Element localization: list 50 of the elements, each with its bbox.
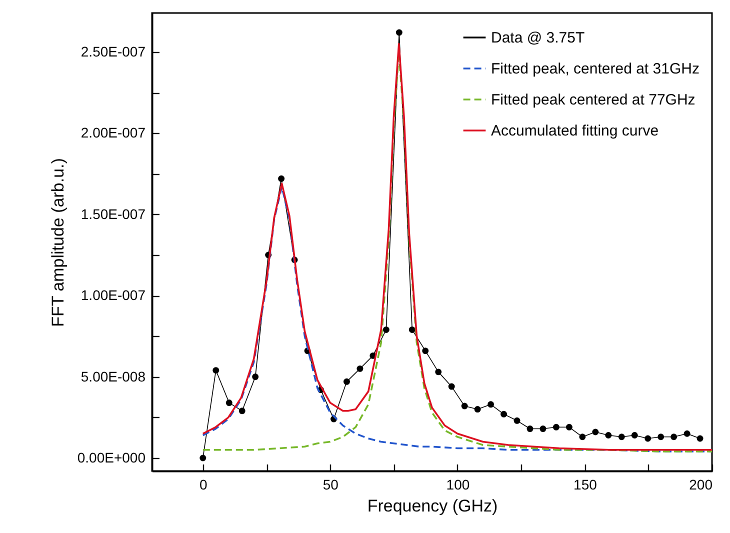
point [238, 408, 246, 414]
point [540, 426, 546, 432]
y-axis-title: FFT amplitude (arb.u.) [48, 158, 68, 327]
point [408, 326, 416, 333]
point [500, 410, 508, 418]
point [356, 365, 364, 372]
point [488, 401, 494, 408]
x-tick-label: 200 [689, 476, 713, 492]
point [226, 400, 232, 406]
point [552, 424, 560, 430]
point [474, 406, 481, 413]
point [448, 383, 455, 390]
point [566, 424, 572, 430]
point [684, 430, 690, 437]
point [514, 417, 520, 424]
legend-label: Fitted peak centered at 77GHz [491, 92, 696, 108]
y-tick-label: 2.00E-007 [80, 124, 146, 141]
x-tick-label: 100 [446, 476, 470, 492]
point [618, 434, 625, 440]
point [343, 378, 350, 385]
point [278, 175, 285, 182]
point [605, 432, 612, 439]
point [658, 434, 664, 440]
point [461, 402, 468, 410]
point [579, 434, 586, 440]
legend-label: Fitted peak, centered at 31GHz [491, 60, 700, 78]
x-tick-label: 150 [574, 476, 598, 492]
point [382, 326, 390, 333]
y-tick-label: 1.50E-007 [80, 206, 146, 222]
y-tick-label: 0.00E+000 [77, 450, 146, 466]
point [696, 435, 704, 442]
point [644, 435, 652, 442]
x-tick-label: 0 [200, 476, 208, 492]
point [435, 368, 442, 376]
point [396, 29, 402, 36]
y-tick-label: 2.50E-007 [80, 43, 146, 60]
point [670, 434, 678, 440]
legend-label: Data @ 3.75T [491, 30, 585, 46]
y-tick-label: 5.00E-008 [80, 368, 146, 384]
point [212, 367, 220, 374]
point [200, 454, 206, 462]
point [526, 426, 534, 432]
x-tick-label: 50 [322, 476, 339, 492]
legend-label: Accumulated fitting curve [491, 122, 659, 140]
point [631, 432, 638, 439]
y-tick-label: 1.00E-007 [80, 287, 146, 304]
point [422, 348, 429, 354]
point [252, 374, 259, 380]
x-axis-title: Frequency (GHz) [367, 496, 498, 516]
point [592, 428, 599, 436]
